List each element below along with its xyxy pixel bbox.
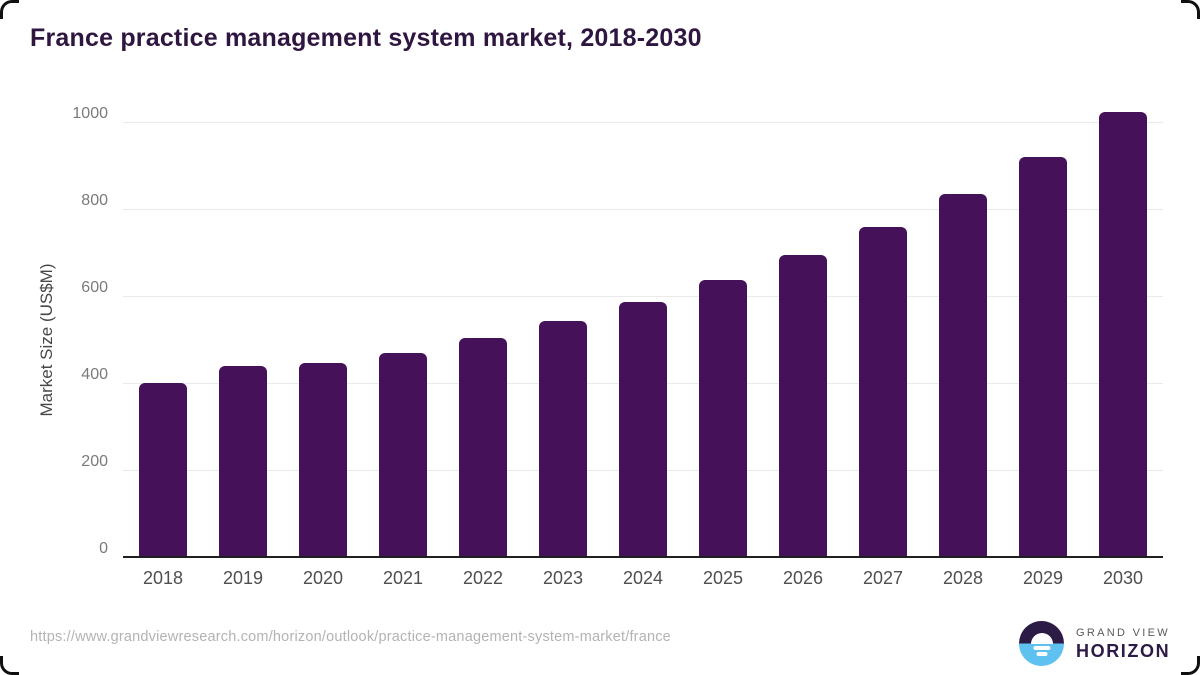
x-tick-label: 2028 (942, 568, 984, 588)
bar-2020 (299, 363, 347, 557)
y-tick-label: 600 (81, 279, 108, 296)
x-tick-label: 2022 (462, 568, 504, 588)
bar-2022 (459, 338, 507, 557)
bar-2026 (779, 255, 827, 557)
bar-2029 (1019, 156, 1067, 557)
x-axis-line (123, 556, 1163, 558)
bar-2019 (219, 366, 267, 557)
y-tick-label: 800 (81, 192, 108, 209)
bar-2023 (539, 321, 587, 557)
x-tick-label: 2027 (862, 568, 904, 588)
brand-logo: GRAND VIEW HORIZON (1019, 621, 1170, 666)
card-border-corner (1181, 0, 1200, 19)
bar-2027 (859, 227, 907, 557)
x-tick-label: 2021 (382, 568, 424, 588)
y-tick-label: 400 (81, 366, 108, 383)
x-tick-label: 2029 (1022, 568, 1064, 588)
y-tick-label: 200 (81, 453, 108, 470)
chart-title: France practice management system market… (30, 24, 702, 52)
gridline-1000 (123, 122, 1163, 123)
card-border-corner (1181, 656, 1200, 675)
logo-product-name: HORIZON (1076, 640, 1171, 661)
bar-2030 (1099, 112, 1147, 557)
gridline-800 (123, 209, 1163, 210)
x-tick-label: 2023 (542, 568, 584, 588)
bar-2021 (379, 353, 427, 557)
bar-2028 (939, 193, 987, 557)
source-url: https://www.grandviewresearch.com/horizo… (30, 629, 671, 645)
y-axis-title: Market Size (US$M) (37, 263, 56, 417)
x-tick-label: 2018 (142, 568, 184, 588)
bar-2025 (699, 279, 747, 557)
x-tick-label: 2025 (702, 568, 744, 588)
x-tick-label: 2030 (1102, 568, 1144, 588)
card-border-corner (0, 0, 19, 19)
x-tick-label: 2026 (782, 568, 824, 588)
y-tick-label: 1000 (72, 105, 108, 122)
bar-2018 (139, 383, 187, 557)
logo-brand-name: GRAND VIEW (1076, 626, 1170, 639)
gridline-600 (123, 296, 1163, 297)
card-border-corner (0, 656, 19, 675)
x-tick-label: 2024 (622, 568, 664, 588)
x-tick-label: 2020 (302, 568, 344, 588)
y-tick-label: 0 (99, 540, 108, 557)
bar-2024 (619, 302, 667, 557)
horizon-sun-logo-icon (1019, 621, 1064, 666)
plot-area: 0 200 400 600 800 1000 2018 2019 2020 2021 2022 202… (72, 105, 1163, 588)
x-tick-label: 2019 (222, 568, 264, 588)
